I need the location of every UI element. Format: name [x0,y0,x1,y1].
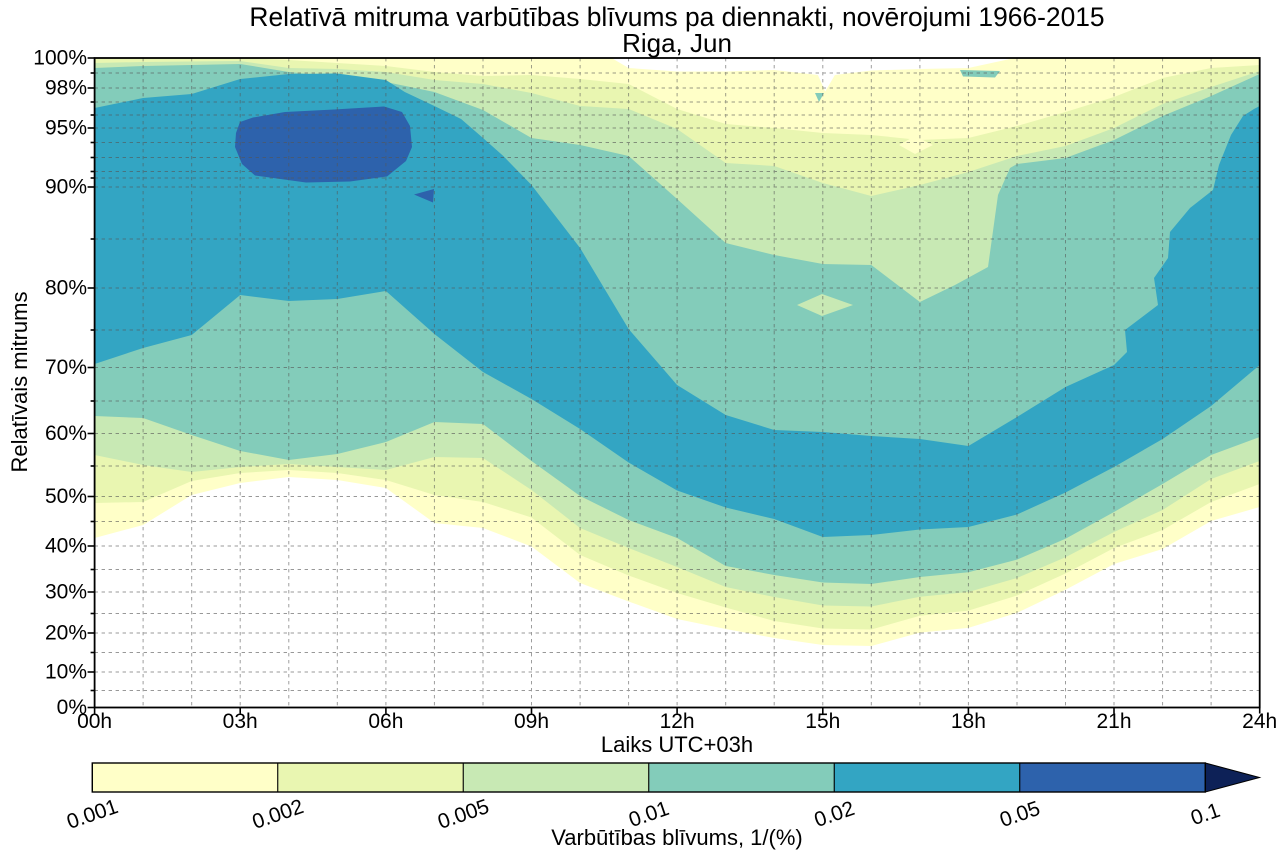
svg-text:80%: 80% [45,277,87,300]
svg-text:10%: 10% [45,661,87,684]
svg-text:03h: 03h [223,710,258,733]
svg-text:Relatīvā mitruma varbūtības bl: Relatīvā mitruma varbūtības blīvums pa d… [249,2,1104,32]
svg-text:98%: 98% [45,77,87,100]
svg-text:12h: 12h [660,710,695,733]
svg-text:24h: 24h [1242,710,1277,733]
svg-text:09h: 09h [514,710,549,733]
svg-text:50%: 50% [45,485,87,508]
svg-text:20%: 20% [45,622,87,645]
svg-text:40%: 40% [45,535,87,558]
svg-text:Riga, Jun: Riga, Jun [622,28,732,58]
svg-text:Varbūtības blīvums, 1/(%): Varbūtības blīvums, 1/(%) [551,825,802,850]
svg-text:06h: 06h [368,710,403,733]
svg-text:70%: 70% [45,356,87,379]
svg-text:60%: 60% [45,422,87,445]
svg-text:100%: 100% [33,47,87,70]
svg-text:21h: 21h [1096,710,1131,733]
svg-text:15h: 15h [805,710,840,733]
svg-text:0%: 0% [57,696,87,719]
svg-text:Relatīvais mitrums: Relatīvais mitrums [7,292,32,473]
svg-text:95%: 95% [45,117,87,140]
svg-text:30%: 30% [45,581,87,604]
svg-text:00h: 00h [77,710,112,733]
svg-text:Laiks UTC+03h: Laiks UTC+03h [601,732,753,757]
svg-text:18h: 18h [951,710,986,733]
svg-text:90%: 90% [45,176,87,199]
